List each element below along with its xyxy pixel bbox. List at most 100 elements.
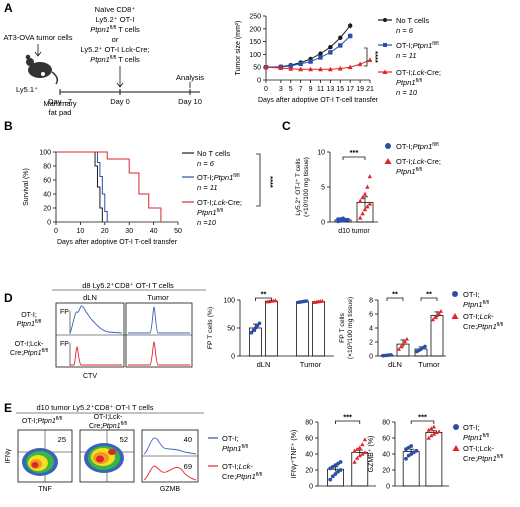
panel-d-fp-top: FP — [60, 309, 69, 316]
panel-d-row2: OT-I;Lck- — [15, 341, 44, 348]
data-point-1 — [360, 211, 365, 216]
hist-tumor-ptpn1 — [128, 306, 190, 334]
y-tick-label: 5 — [321, 185, 325, 192]
legend-a-ptpn1: OT-I;Ptpn1fl/fl — [396, 41, 439, 50]
y-tick-label: 80 — [305, 420, 313, 427]
legend-d-lckcre-2: Cre;Ptpn1fl/fl — [463, 322, 503, 331]
x-tick-label: 9 — [309, 86, 313, 93]
panel-d-row2b: Cre;Ptpn1fl/fl — [10, 348, 48, 357]
y-tick-label: 60 — [305, 436, 313, 443]
panel-d-title: d8 Ly5.2⁺CD8⁺ OT-I T cells — [82, 281, 174, 290]
data-point-0 — [257, 321, 262, 326]
schematic-arrowhead — [34, 51, 42, 57]
significance-label: *** — [343, 413, 352, 422]
significance-bracket — [342, 156, 366, 160]
legend-e2-ptpn1: OT-I; — [463, 423, 480, 432]
data-point-1 — [401, 341, 405, 346]
y-tick-label: 0 — [257, 78, 261, 85]
hist-gzmb-ptpn1 — [143, 437, 197, 455]
hist-dln-ptpn1 — [69, 305, 123, 334]
panel-d-row1: OT-I; — [21, 312, 37, 319]
panel-e-contour1 — [22, 448, 58, 476]
bar-1 — [312, 301, 325, 357]
data-point-1 — [429, 433, 434, 438]
data-point-0 — [341, 216, 345, 221]
data-point-0 — [304, 299, 309, 303]
hist-tumor-lckcre — [128, 341, 190, 366]
panel-e-title: d10 tumor Ly5.2⁺CD8⁺ OT-I T cells — [37, 403, 154, 412]
data-point-1 — [358, 198, 363, 203]
legend-a-lckcre: OT-I;Lck-Cre; — [396, 68, 441, 77]
data-point-1 — [362, 437, 368, 442]
data-point-0 — [318, 51, 323, 56]
data-point-2 — [278, 65, 284, 70]
chart-a-tumor-growth: 0 50 100 150 200 250 0 3 5 7 9 11 13 15 17 19 21 Tumor si… — [235, 14, 380, 105]
data-point-1 — [431, 424, 436, 429]
schematic-inj-or: or — [112, 35, 119, 44]
legend-c-ptpn1: OT-I;Ptpn1fl/fl — [396, 142, 439, 151]
legend-b-ptpn1: OT-I;Ptpn1fl/fl — [197, 173, 240, 182]
schematic-inj-title: Naïve CD8⁺ — [95, 5, 136, 14]
schematic-inj-line6: Ptpn1fl/fl T cells — [90, 55, 140, 64]
data-point-0 — [333, 472, 338, 476]
data-point-2 — [357, 61, 363, 67]
schematic-inj-line5: Ly5.2⁺ OT-I Lck-Cre; — [80, 45, 149, 54]
y-tick-label: 50 — [253, 65, 261, 72]
data-point-1 — [273, 298, 278, 303]
x-category-label: d10 tumor — [338, 228, 370, 235]
data-point-0 — [345, 217, 350, 222]
mouse-icon — [25, 54, 59, 85]
bar-0 — [296, 301, 309, 357]
panel-d-col-dln: dLN — [83, 293, 97, 302]
x-tick-label: 15 — [336, 86, 344, 93]
legend-a-lckcre-2: Ptpn1fl/fl — [396, 78, 422, 87]
data-point-2 — [318, 66, 323, 72]
data-point-2 — [263, 64, 269, 70]
y-axis-label: FP T cells (%) — [207, 307, 214, 349]
data-point-1 — [357, 453, 362, 458]
bar-1 — [265, 300, 278, 357]
legend-b-lckcre-2: Ptpn1fl/fl — [197, 208, 223, 217]
data-point-1 — [431, 317, 435, 322]
x-category-label: Tumor — [300, 360, 322, 369]
y-tick-label: 0 — [309, 484, 313, 491]
y-axis-label: IFNγ⁺TNF⁺ (%) — [291, 430, 298, 479]
panel-d-row1b: Ptpn1fl/fl — [17, 319, 42, 328]
bar-0 — [402, 451, 420, 487]
timeline-day-10: Day 10 — [178, 97, 202, 106]
chart-d2-fp-counts: 0 2 4 6 8 FP T cells (×10³/100 mg tissue) dLN **… — [339, 290, 446, 369]
bar-1 — [425, 431, 443, 487]
data-point-1 — [362, 191, 368, 196]
legend-e2-ptpn1-2: Ptpn1fl/fl — [463, 433, 489, 442]
y-tick-label: 40 — [305, 452, 313, 459]
schematic-inj-line2: Ly5.2⁺ OT-I — [96, 15, 135, 24]
significance-bracket — [386, 297, 404, 301]
y-axis-label: Tumor size (mm²) — [235, 21, 242, 76]
x-category-label: dLN — [257, 360, 271, 369]
chart-d-legend: OT-I; Ptpn1fl/fl OT-I;Lck- Cre;Ptpn1fl/f… — [451, 290, 503, 331]
data-point-1 — [355, 455, 360, 460]
hist-gzmb-lckcre — [143, 465, 197, 481]
panel-e-hred: 69 — [184, 462, 192, 471]
panel-a-letter: A — [4, 1, 13, 15]
data-point-0 — [404, 456, 408, 461]
data-point-1 — [288, 63, 293, 69]
chart-c-ot1-counts: 0 5 10 Ly5.2⁺ OT-I⁺ T cells (×10³/100 mg tis… — [295, 148, 378, 235]
panel-d-ctv: CTV — [83, 373, 97, 380]
y-tick-label: 80 — [382, 420, 390, 427]
data-point-1 — [318, 55, 323, 60]
legend-e-lckcre-2: Cre;Ptpn1fl/fl — [222, 472, 262, 481]
panel-e-gzmb-label: GZMB — [160, 486, 181, 493]
data-point-1 — [367, 174, 372, 179]
data-point-1 — [360, 451, 365, 456]
data-point-1 — [437, 311, 441, 315]
x-tick-label: 0 — [264, 86, 268, 93]
data-point-1 — [426, 435, 431, 440]
data-point-1 — [352, 448, 357, 453]
y-tick-label: 0 — [321, 220, 325, 227]
chart-b-survival: 0 20 40 60 80 100 0 10 20 30 40 50 Survival (%) Days … — [23, 150, 182, 247]
data-point-1 — [362, 207, 368, 212]
legend-d-ptpn1: OT-I; — [463, 290, 480, 299]
x-tick-label: 40 — [150, 228, 158, 235]
panel-e-tnf-label: TNF — [38, 486, 52, 493]
